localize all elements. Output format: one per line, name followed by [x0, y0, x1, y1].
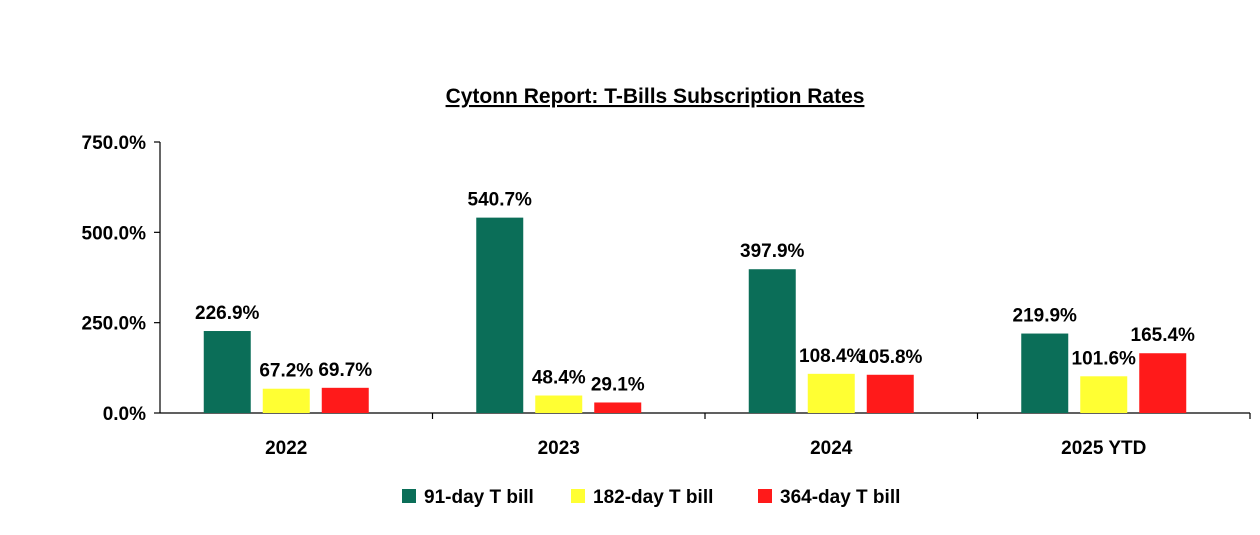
- y-tick-label: 750.0%: [82, 133, 147, 154]
- data-label: 397.9%: [740, 241, 805, 262]
- data-label: 219.9%: [1013, 306, 1078, 327]
- legend: 91-day T bill 182-day T bill 364-day T bil…: [402, 487, 900, 508]
- x-tick-label: 2023: [538, 438, 580, 459]
- bar-3-2022: [321, 387, 369, 413]
- x-tick-label: 2025 YTD: [1061, 438, 1146, 459]
- data-label: 105.8%: [858, 347, 923, 368]
- data-label: 48.4%: [532, 368, 586, 389]
- y-tick-label: 250.0%: [82, 314, 147, 335]
- bar-2-2025-ytd: [1080, 376, 1128, 413]
- bar-3-2023: [594, 402, 642, 413]
- data-label: 108.4%: [799, 346, 864, 367]
- legend-swatch-1: [402, 489, 416, 503]
- y-tick-label: 0.0%: [103, 404, 146, 425]
- bar-2-2023: [535, 395, 583, 413]
- legend-label-1: 91-day T bill: [424, 487, 534, 508]
- data-label: 29.1%: [591, 374, 645, 395]
- bar-1-2023: [476, 217, 524, 413]
- chart-title: Cytonn Report: T-Bills Subscription Rate…: [446, 85, 865, 108]
- y-tick-label: 500.0%: [82, 223, 147, 244]
- data-label: 69.7%: [318, 360, 372, 381]
- legend-label-2: 182-day T bill: [593, 487, 713, 508]
- data-label: 226.9%: [195, 303, 260, 324]
- legend-swatch-2: [571, 489, 585, 503]
- data-label: 540.7%: [468, 190, 533, 211]
- axes: 0.0% 250.0% 500.0% 750.0% 2022 2023 2024 2025 Y…: [82, 133, 1251, 459]
- bar-1-2024: [748, 269, 796, 413]
- bar-3-2024: [866, 374, 914, 413]
- bars: [203, 217, 1187, 413]
- data-label: 165.4%: [1131, 325, 1196, 346]
- bar-1-2025-ytd: [1021, 333, 1069, 413]
- bar-2-2024: [807, 373, 855, 413]
- x-tick-label: 2024: [810, 438, 853, 459]
- legend-label-3: 364-day T bill: [780, 487, 900, 508]
- bar-3-2025-ytd: [1139, 353, 1187, 413]
- bar-1-2022: [203, 331, 251, 413]
- data-label: 67.2%: [259, 361, 313, 382]
- data-labels: 226.9% 67.2% 69.7% 540.7% 48.4% 29.1% 397.9% 10…: [195, 190, 1195, 396]
- bar-2-2022: [262, 388, 310, 413]
- legend-swatch-3: [758, 489, 772, 503]
- data-label: 101.6%: [1072, 348, 1137, 369]
- x-tick-label: 2022: [265, 438, 307, 459]
